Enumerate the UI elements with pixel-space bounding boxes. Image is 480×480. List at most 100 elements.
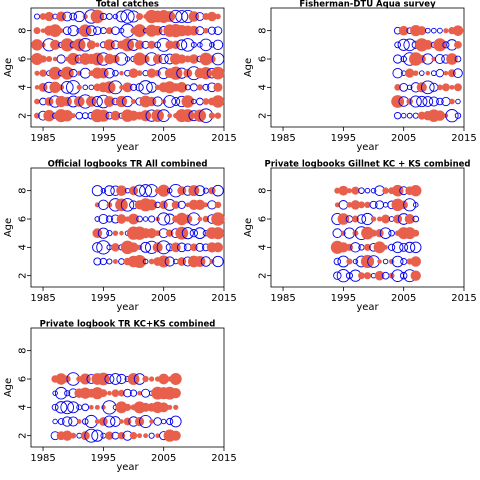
bubble-negative — [112, 69, 119, 77]
bubble-positive — [363, 243, 372, 251]
bubble-positive — [374, 270, 385, 281]
bubble-negative — [136, 215, 143, 223]
bubble-negative — [189, 83, 198, 92]
bubble-negative — [421, 80, 435, 95]
bubble-negative — [194, 227, 206, 240]
bubble-positive — [136, 12, 144, 21]
bubble-negative — [409, 95, 422, 108]
bubble-negative — [199, 38, 213, 52]
x-tick-label: 1995 — [91, 453, 116, 464]
bubble-positive — [147, 40, 156, 49]
bubble-negative — [75, 111, 84, 120]
panel-4: Private logbooks Gillnet KC + KS combine… — [243, 160, 477, 314]
bubble-negative — [382, 258, 389, 265]
bubble-positive — [214, 201, 222, 209]
bubble-positive — [146, 68, 157, 78]
bubble-positive — [391, 184, 404, 197]
x-tick-label: 1985 — [30, 293, 55, 304]
bubble-negative — [82, 418, 89, 425]
bubble-positive — [128, 110, 139, 121]
bubble-positive — [346, 188, 352, 194]
bubble-positive — [95, 42, 100, 48]
bubble-positive — [76, 419, 82, 424]
bubble-positive — [188, 185, 200, 197]
bubble-positive — [211, 95, 225, 108]
bubble-positive — [173, 404, 179, 410]
bubble-negative — [212, 39, 224, 51]
bubble-negative — [62, 11, 73, 22]
bubble-positive — [433, 38, 447, 52]
bubble-positive — [338, 185, 349, 196]
bubble-negative — [157, 212, 171, 226]
bubble-negative — [424, 27, 431, 34]
bubble-positive — [44, 11, 54, 22]
bubble-negative — [124, 56, 131, 62]
bubble-positive — [363, 272, 372, 280]
bubble-negative — [403, 198, 417, 212]
bubble-positive — [62, 430, 73, 441]
panel-3: Official logbooks TR All combined 1985 199… — [3, 160, 237, 314]
bubble-positive — [194, 199, 206, 211]
bubble-positive — [103, 81, 116, 94]
y-tick-label: 8 — [17, 27, 28, 33]
x-tick-label: 2005 — [391, 133, 416, 144]
bubble-positive — [207, 11, 217, 22]
bubble-positive — [410, 256, 422, 267]
bubble-negative — [120, 198, 135, 212]
bubble-negative — [103, 415, 116, 428]
bubble-negative — [164, 256, 175, 267]
bubble-positive — [377, 259, 382, 264]
bubble-positive — [202, 98, 210, 105]
bubble-positive — [340, 230, 346, 236]
bubble-negative — [416, 95, 428, 108]
bubble-positive — [123, 417, 132, 426]
bubble-positive — [49, 81, 61, 94]
y-axis-label: Age — [243, 218, 254, 237]
bubble-negative — [60, 80, 74, 94]
x-tick-label: 1985 — [30, 453, 55, 464]
bubble-positive — [203, 202, 209, 208]
y-tick-label: 2 — [18, 432, 29, 438]
bubble-positive — [434, 110, 446, 121]
bubble-negative — [67, 25, 79, 37]
bubble-negative — [209, 42, 215, 48]
bubble-positive — [375, 229, 384, 238]
bubble-positive — [417, 26, 427, 36]
x-tick-label: 2015 — [211, 133, 236, 144]
bubble-positive — [377, 216, 383, 222]
bubble-positive — [55, 373, 67, 385]
bubble-negative — [391, 241, 404, 254]
bubble-positive — [358, 272, 365, 280]
bubble-positive — [112, 259, 118, 264]
plot-frame — [30, 167, 225, 288]
bubble-negative — [364, 187, 371, 194]
bubble-negative — [52, 390, 58, 396]
bubble-negative — [171, 97, 181, 106]
bubble-negative — [76, 404, 83, 411]
bubble-positive — [437, 84, 443, 91]
bubble-negative — [195, 242, 205, 252]
bubble-positive — [212, 242, 224, 253]
bubble-positive — [111, 243, 120, 252]
bubble-positive — [94, 419, 100, 424]
bubble-negative — [332, 228, 343, 239]
bubble-positive — [334, 202, 340, 208]
bubble-positive — [112, 230, 119, 236]
bubble-positive — [346, 202, 353, 208]
bubble-positive — [364, 201, 371, 208]
panel-5: Private logbook TR KC+KS combined 1985 199… — [3, 320, 237, 474]
y-axis-label: Age — [243, 58, 254, 77]
bubble-positive — [116, 214, 127, 224]
bubble-negative — [436, 97, 444, 106]
bubble-positive — [143, 433, 149, 439]
bubble-negative — [163, 95, 177, 108]
bubble-negative — [369, 200, 378, 209]
y-tick-label: 2 — [258, 112, 269, 118]
bubble-positive — [452, 25, 464, 36]
bubble-positive — [31, 39, 43, 51]
bubble-negative — [88, 84, 95, 91]
y-tick-label: 4 — [18, 244, 29, 250]
bubble-positive — [193, 109, 207, 122]
bubble-positive — [60, 38, 74, 52]
